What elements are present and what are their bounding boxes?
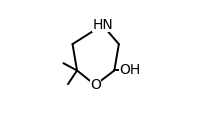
Text: O: O (90, 78, 101, 92)
Text: OH: OH (119, 63, 140, 78)
Text: HN: HN (92, 18, 113, 32)
